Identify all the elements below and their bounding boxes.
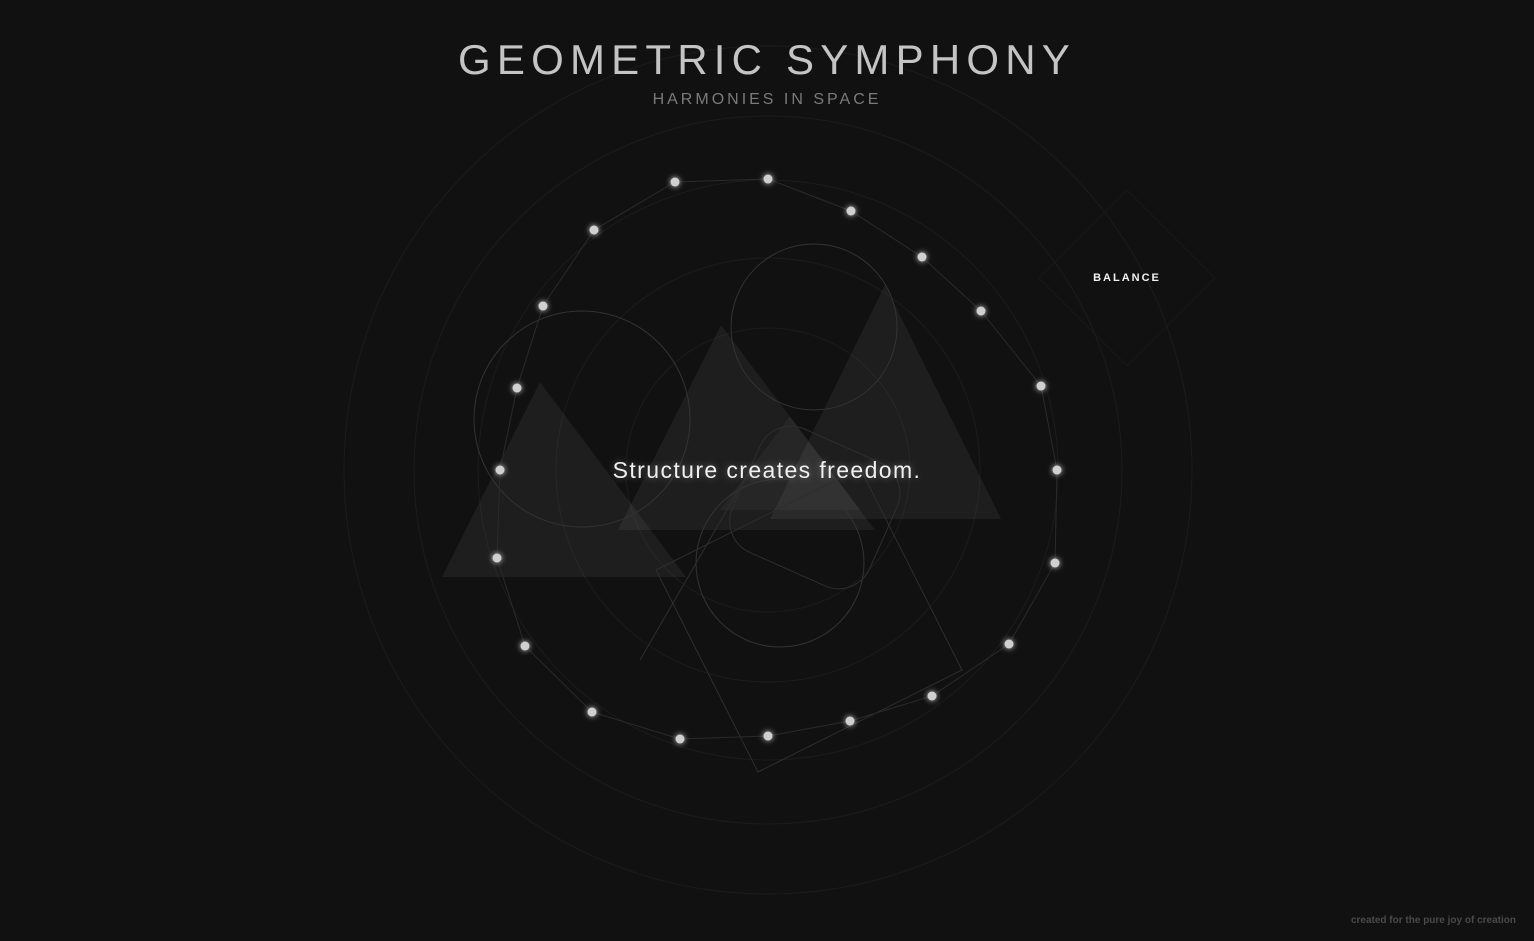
circle-top (730, 243, 898, 411)
orbit-dot (1036, 381, 1046, 391)
orbit-dot (976, 306, 986, 316)
page-title: GEOMETRIC SYMPHONY (458, 36, 1076, 83)
orbit-dot (495, 465, 505, 475)
orbit-dot (589, 225, 599, 235)
orbit-dot (763, 731, 773, 741)
triangle-left (442, 382, 686, 577)
orbit-dot (675, 734, 685, 744)
orbit-dot (520, 641, 530, 651)
orbit-dot (1050, 558, 1060, 568)
orbit-dot (492, 553, 502, 563)
triangles (442, 285, 1001, 577)
orbit-dot (1052, 465, 1062, 475)
orbit-dot (927, 691, 937, 701)
ring-outer (343, 45, 1193, 895)
orbit-label: BALANCE (1093, 272, 1161, 284)
orbit-dot (538, 301, 548, 311)
orbit-dot (512, 383, 522, 393)
diagonal-line (639, 469, 751, 661)
footer-credit: created for the pure joy of creation (1350, 915, 1516, 926)
orbit-dots (492, 174, 1062, 744)
rotated-squares (639, 425, 963, 773)
label-diamond (1038, 189, 1216, 367)
ring-large (413, 115, 1123, 825)
orbit-dot (845, 716, 855, 726)
orbit-dot (763, 174, 773, 184)
square-large (655, 467, 963, 773)
outline-circles (473, 243, 898, 648)
orbit-dot (670, 177, 680, 187)
triangle-middle (618, 325, 875, 530)
orbit-dot (1004, 639, 1014, 649)
orbit-dot (587, 707, 597, 717)
orbit-dot (917, 252, 927, 262)
triangle-small (720, 416, 860, 510)
center-quote: Structure creates freedom. (612, 457, 922, 483)
triangle-right (770, 285, 1001, 519)
page-subtitle: HARMONIES IN SPACE (652, 91, 882, 108)
orbit-dot (846, 206, 856, 216)
ring-core (625, 327, 911, 613)
circle-left (473, 310, 691, 528)
